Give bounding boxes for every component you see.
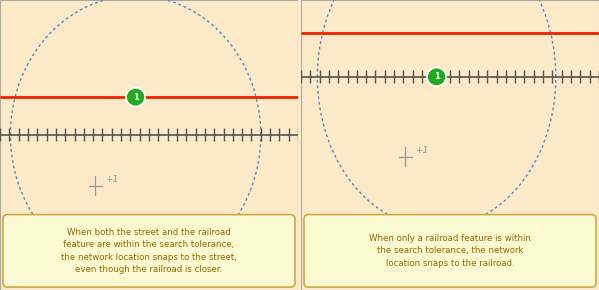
Text: +1: +1	[105, 175, 118, 184]
FancyBboxPatch shape	[0, 0, 298, 290]
Circle shape	[427, 68, 446, 86]
Text: +1: +1	[415, 146, 428, 155]
Text: When only a railroad feature is within
the search tolerance, the network
locatio: When only a railroad feature is within t…	[369, 234, 531, 268]
FancyBboxPatch shape	[304, 215, 596, 287]
Text: When both the street and the railroad
feature are within the search tolerance,
t: When both the street and the railroad fe…	[61, 228, 237, 274]
FancyBboxPatch shape	[3, 215, 295, 287]
Text: 1: 1	[132, 93, 138, 102]
Text: 1: 1	[434, 72, 440, 81]
Circle shape	[126, 88, 145, 106]
FancyBboxPatch shape	[301, 0, 599, 290]
